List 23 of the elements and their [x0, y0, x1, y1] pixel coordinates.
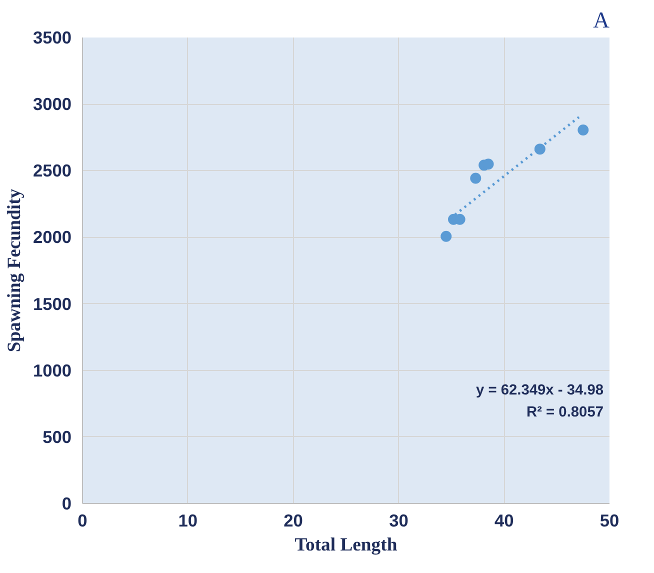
y-tick-label: 1500 — [32, 294, 72, 314]
x-tick-label: 10 — [178, 510, 198, 530]
x-tick-label: 0 — [78, 510, 88, 530]
x-axis-title: Total Length — [294, 534, 398, 556]
x-tick-label: 50 — [600, 510, 620, 530]
x-tick-label: 40 — [494, 510, 514, 530]
point — [534, 144, 546, 155]
y-tick-label: 1000 — [32, 360, 72, 380]
y-tick-label: 3500 — [32, 28, 72, 48]
y-tick-label: 500 — [42, 426, 72, 447]
y-tick-label: 2000 — [32, 227, 72, 248]
y-tick-label: 3000 — [32, 94, 72, 114]
y-tick-label: 2500 — [32, 160, 72, 181]
y-axis-title: Spawning Fecundity — [4, 188, 25, 352]
point — [578, 124, 589, 136]
annotation: y = 62.349x - 34.98 — [476, 382, 604, 398]
x-tick-label: 20 — [284, 510, 303, 530]
annotation: R² = 0.8057 — [526, 404, 604, 420]
point — [440, 230, 452, 242]
y-tick-label: 0 — [62, 494, 72, 514]
text: A — [593, 8, 610, 32]
x-tick-label: 30 — [389, 510, 408, 530]
point — [470, 172, 482, 184]
